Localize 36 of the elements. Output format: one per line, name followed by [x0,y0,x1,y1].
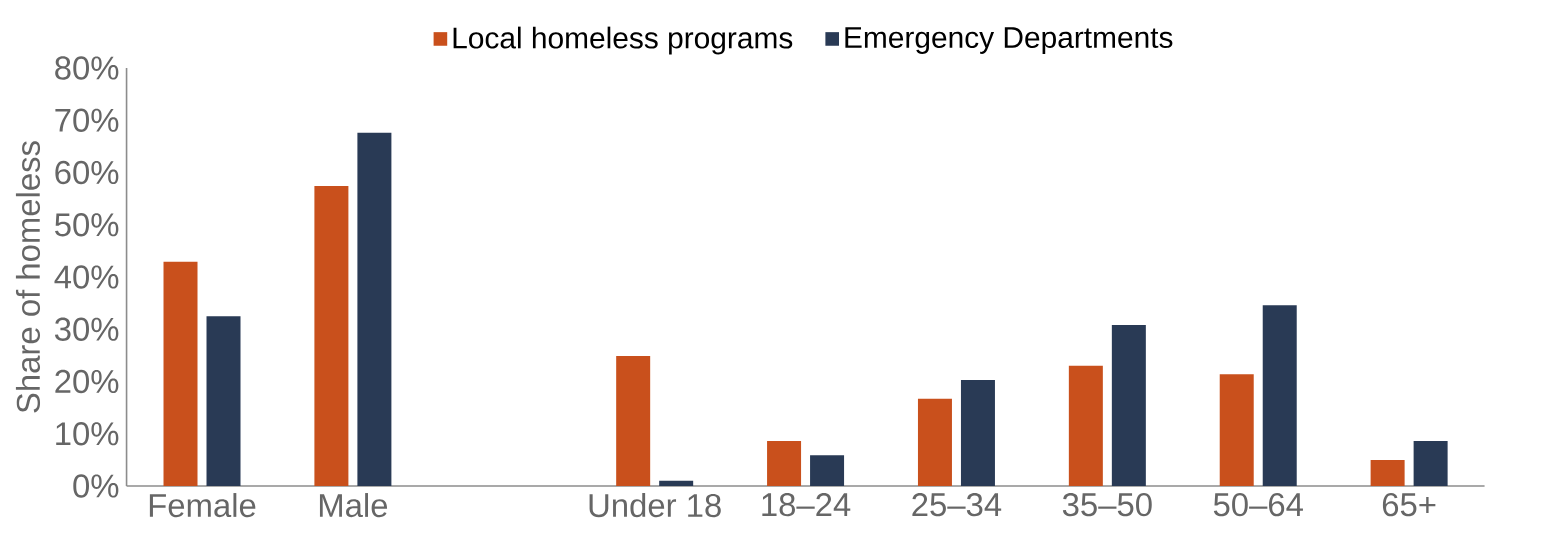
x-tick-label: 65+ [1382,493,1436,517]
bar [616,355,651,486]
legend-label: Local homeless programs [453,26,793,55]
bar [1262,305,1297,486]
x-tick-label: Male [319,493,388,518]
bar [659,480,694,486]
y-axis-title: Share of homeless [15,141,41,413]
y-tick-label: 50% [55,213,119,237]
y-tick-label: 10% [56,422,119,446]
bar [206,316,241,486]
bar [1068,365,1103,486]
x-tick-label: 25–34 [912,493,1002,517]
bar [314,186,349,486]
bar [1370,459,1405,486]
bar [1219,374,1254,486]
bar [960,379,995,486]
x-tick-label: Under 18 [589,493,721,518]
y-tick-label: 40% [54,265,119,289]
bar [767,441,802,486]
y-tick-label: 60% [55,160,119,185]
x-tick-label: Female [149,493,256,518]
bar [917,398,952,486]
bar [810,455,845,486]
y-tick-label: 30% [54,317,119,341]
y-tick-label: 80% [55,56,119,80]
bar [1413,441,1448,486]
bar [357,132,392,486]
x-tick-label: 18–24 [762,493,851,517]
bar [163,261,198,486]
y-tick-label: 0% [73,474,119,498]
y-tick-label: 70% [55,108,119,132]
bar [1111,325,1146,486]
y-tick-label: 20% [55,369,119,394]
legend-label: Emergency Departments [845,27,1173,54]
x-tick-label: 50–64 [1213,493,1303,517]
x-tick-label: 35–50 [1062,493,1152,517]
